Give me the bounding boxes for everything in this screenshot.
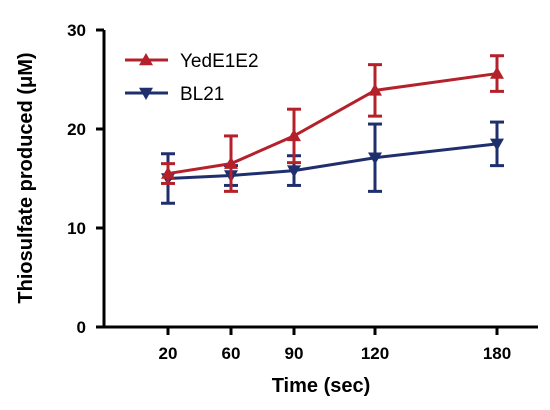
legend-label: BL21: [180, 84, 224, 105]
series-line: [167, 142, 498, 180]
x-tick-label: 180: [483, 344, 511, 363]
x-tick-label: 60: [222, 344, 241, 363]
legend-item: BL21: [125, 84, 224, 105]
data-point-marker: [368, 152, 382, 165]
y-axis-title: Thiosulfate produced (μM): [15, 52, 37, 303]
y-tick-label: 20: [67, 120, 86, 139]
data-point-marker: [368, 83, 382, 96]
legend: YedE1E2 BL21: [125, 51, 259, 105]
series-group: [161, 54, 504, 205]
x-axis-title: Time (sec): [272, 375, 371, 397]
x-tick-label: 90: [285, 344, 304, 363]
y-ticks: 0 10 20 30: [67, 21, 104, 337]
data-point-marker: [139, 87, 153, 100]
series-bl21: [161, 120, 504, 205]
x-ticks: 20 60 90 120 180: [159, 327, 511, 363]
axes: [102, 30, 538, 329]
legend-item: YedE1E2: [125, 51, 259, 72]
x-tick-label: 20: [159, 344, 178, 363]
data-point-marker: [287, 165, 301, 178]
data-point-marker: [161, 166, 175, 179]
x-tick-label: 120: [361, 344, 389, 363]
data-point-marker: [224, 156, 238, 169]
y-tick-label: 10: [67, 219, 86, 238]
data-point-marker: [490, 138, 504, 151]
data-point-marker: [490, 66, 504, 79]
data-point-marker: [287, 128, 301, 142]
legend-label: YedE1E2: [180, 51, 259, 72]
data-point-marker: [139, 53, 153, 66]
y-tick-label: 0: [77, 318, 86, 337]
series-yede1e2: [161, 54, 504, 193]
y-tick-label: 30: [67, 21, 86, 40]
